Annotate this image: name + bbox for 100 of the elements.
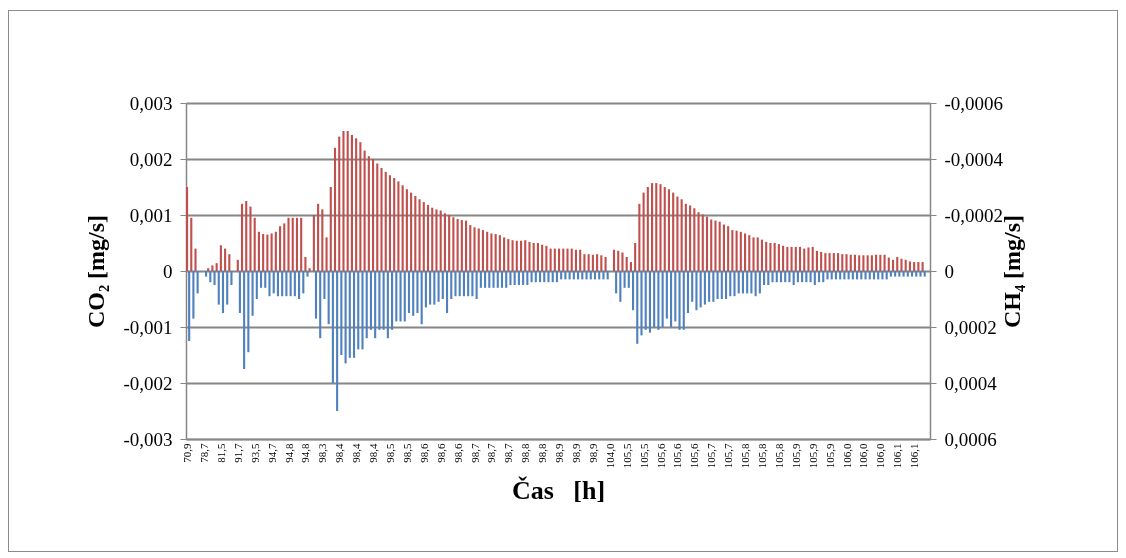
bar — [629, 262, 632, 271]
bar — [904, 259, 907, 271]
bar — [676, 196, 679, 271]
bar — [718, 221, 721, 271]
bar — [602, 271, 605, 280]
bar — [238, 271, 241, 313]
bar — [418, 199, 421, 271]
y2-tick-label: -0,0006 — [944, 92, 1004, 114]
bar — [754, 271, 757, 297]
bar — [841, 254, 844, 271]
bar — [186, 187, 189, 271]
x-tick-label: 81,5 — [214, 443, 227, 463]
bar — [300, 217, 303, 271]
bar — [570, 248, 573, 271]
x-tick-label: 98,8 — [519, 443, 532, 463]
bar — [367, 156, 370, 271]
bar — [547, 271, 550, 283]
bar — [422, 202, 425, 271]
bar — [380, 167, 383, 271]
bar — [574, 249, 578, 271]
bar — [397, 181, 400, 271]
bar — [792, 271, 795, 285]
bar — [642, 192, 645, 271]
bar — [703, 271, 706, 305]
bar — [255, 271, 258, 299]
bar — [549, 248, 552, 271]
bar — [247, 271, 250, 353]
bar — [558, 248, 561, 271]
bar — [257, 231, 260, 271]
y2-tick-label: 0 — [944, 260, 954, 282]
y2-tick-label: -0,0004 — [944, 148, 1004, 170]
bar — [921, 262, 924, 271]
bar — [902, 271, 905, 277]
bar — [274, 231, 277, 271]
x-tick-label: 94,8 — [282, 443, 295, 463]
x-tick-label: 98,5 — [384, 443, 397, 463]
bar — [416, 271, 419, 313]
bar — [458, 271, 461, 297]
bar — [219, 245, 222, 271]
bar — [724, 271, 728, 299]
bar — [382, 271, 385, 330]
bar — [667, 189, 671, 271]
bar — [674, 271, 677, 322]
bar — [291, 217, 294, 271]
bar — [733, 271, 736, 297]
bar — [486, 231, 489, 271]
bar — [488, 271, 491, 288]
x-tick-label: 106,1 — [891, 443, 904, 469]
bar — [376, 163, 379, 271]
bar — [279, 226, 282, 271]
bar — [555, 271, 558, 283]
x-tick-label: 98,9 — [570, 443, 583, 463]
bar — [190, 217, 193, 271]
bar — [769, 243, 772, 271]
bar — [663, 187, 666, 271]
bar — [524, 240, 527, 271]
bar — [511, 240, 514, 271]
x-tick-label: 98,6 — [434, 443, 447, 463]
bar — [631, 271, 635, 311]
bar — [388, 175, 392, 271]
bar — [243, 271, 246, 369]
bar — [898, 271, 901, 277]
bar — [306, 271, 309, 277]
bar — [697, 212, 700, 271]
bar — [490, 233, 493, 271]
bar — [503, 237, 506, 271]
bar — [361, 271, 364, 350]
x-tick-label: 98,3 — [316, 443, 329, 463]
bar — [562, 248, 565, 271]
bar — [849, 254, 852, 271]
bar — [811, 246, 814, 271]
bar — [756, 237, 759, 271]
bar — [913, 262, 916, 271]
bar — [536, 243, 539, 271]
bar — [809, 271, 812, 283]
bar — [357, 271, 360, 350]
bar — [655, 183, 658, 271]
bar — [333, 147, 337, 271]
bar — [600, 255, 603, 271]
x-tick-label: 98,4 — [367, 443, 380, 463]
bar — [264, 271, 267, 288]
bar — [820, 251, 823, 271]
bar — [363, 150, 366, 271]
bar — [891, 259, 895, 271]
bar — [900, 258, 903, 271]
bar — [693, 208, 696, 271]
bar — [917, 262, 920, 271]
bar — [477, 228, 480, 271]
bar — [775, 271, 778, 283]
bar — [475, 271, 478, 299]
bar — [646, 187, 649, 271]
x-tick-label: 105,8 — [772, 443, 785, 469]
x-tick-label: 104,0 — [603, 443, 616, 469]
bar — [469, 225, 472, 271]
bar — [412, 271, 415, 316]
x-tick-label: 98,7 — [468, 443, 481, 463]
bar — [790, 246, 793, 271]
bar — [623, 271, 626, 288]
bar — [760, 239, 764, 271]
bar — [748, 235, 751, 271]
